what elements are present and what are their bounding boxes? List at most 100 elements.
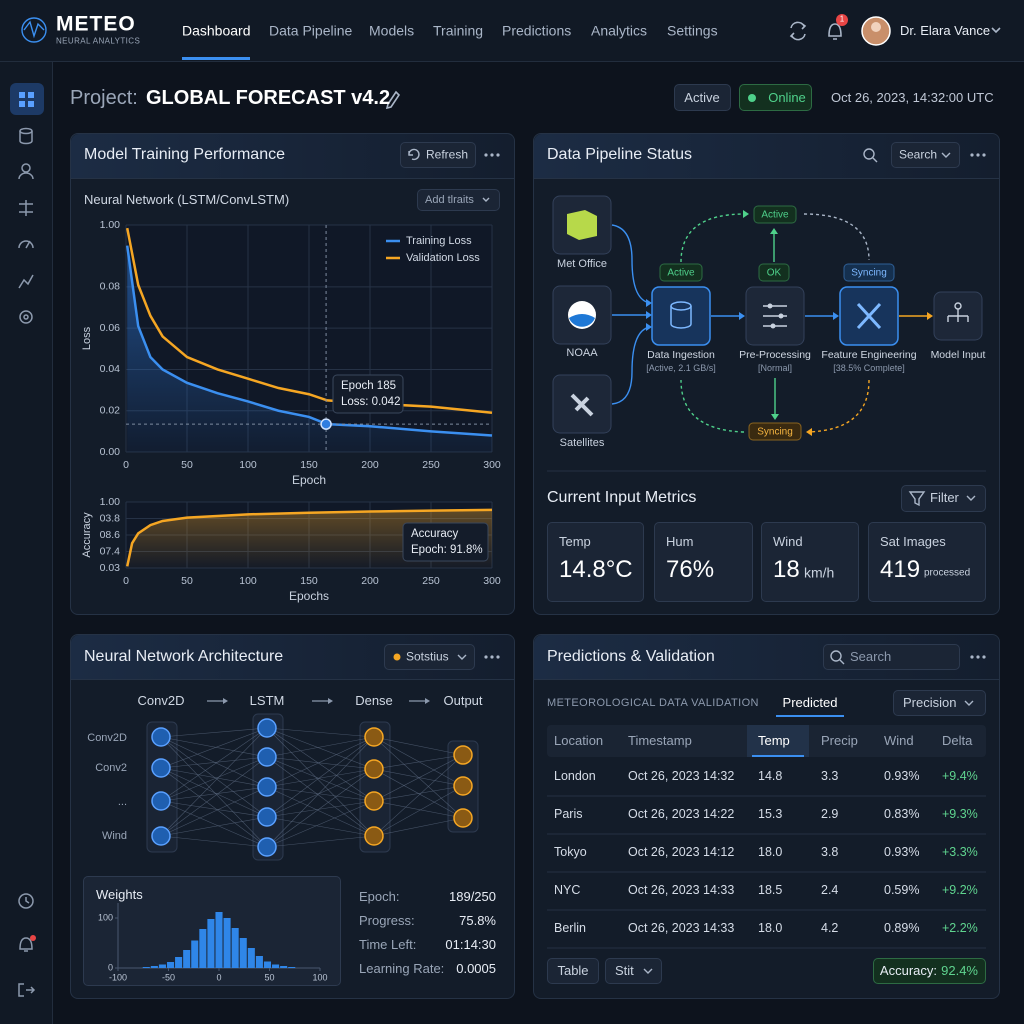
- column-header[interactable]: Temp: [758, 732, 790, 748]
- neuron: [364, 727, 384, 747]
- column-header[interactable]: Wind: [884, 732, 914, 748]
- stage-label: Data Ingestion: [647, 349, 715, 362]
- connection: [266, 800, 375, 818]
- precision-dropdown[interactable]: Precision: [903, 694, 957, 710]
- x-tick-label: 50: [264, 972, 274, 982]
- table-cell: +9.4%: [942, 769, 978, 784]
- legend-label: Validation Loss: [406, 252, 480, 264]
- stage-status: [38.5% Complete]: [833, 363, 905, 374]
- stat-value: 0.0005: [456, 960, 496, 976]
- nav-item[interactable]: Dashboard: [182, 22, 251, 39]
- sidebar-icons: [18, 92, 36, 997]
- input-label: Conv2D: [87, 731, 127, 744]
- stat-value: 75.8%: [459, 912, 496, 928]
- connection: [266, 736, 375, 848]
- x-tick-label: 250: [422, 575, 440, 587]
- nav-item[interactable]: Data Pipeline: [269, 22, 353, 39]
- user-name[interactable]: Dr. Elara Vance: [900, 22, 991, 38]
- y-axis-label: Accuracy: [81, 512, 93, 558]
- table-cell: 0.93%: [884, 769, 920, 784]
- table-cell: +2.2%: [942, 921, 978, 936]
- table-cell: 18.0: [758, 921, 783, 936]
- connection: [266, 786, 375, 837]
- table-button[interactable]: [547, 958, 599, 984]
- neuron: [453, 776, 473, 796]
- connection: [266, 727, 375, 770]
- nav-item[interactable]: Models: [369, 22, 415, 39]
- metric-label: Temp: [559, 533, 591, 549]
- status-dropdown[interactable]: Sotstius: [406, 649, 449, 664]
- filter-button[interactable]: Filter: [930, 489, 959, 505]
- connection: [373, 785, 464, 802]
- source-label: Met Office: [557, 257, 607, 270]
- avatar-face: [871, 22, 881, 32]
- sidebar-active[interactable]: [10, 83, 44, 115]
- bar: [231, 928, 239, 968]
- pipeline-links: [611, 213, 930, 433]
- nav-item[interactable]: Analytics: [591, 22, 648, 39]
- neuron: [257, 747, 277, 767]
- nav-item[interactable]: Predictions: [502, 22, 572, 39]
- neuron: [151, 758, 171, 778]
- table-cell: NYC: [554, 883, 581, 898]
- y-tick-label: 0.00: [100, 446, 121, 458]
- status-badge: Active: [761, 209, 789, 221]
- bar: [207, 919, 215, 968]
- neuron: [364, 791, 384, 811]
- tooltip-text: Accuracy: [411, 528, 459, 540]
- neuron: [364, 826, 384, 846]
- footer-button[interactable]: Stit: [615, 962, 634, 978]
- connection: [160, 736, 268, 788]
- column-header[interactable]: Timestamp: [628, 732, 692, 748]
- chart-title: Neural Network (LSTM/ConvLSTM): [84, 191, 290, 207]
- metric-unit: km/h: [804, 564, 835, 581]
- connection: [266, 756, 375, 837]
- table-cell: 2.4: [821, 883, 839, 898]
- connection: [160, 835, 268, 848]
- bar: [255, 956, 263, 968]
- search-input[interactable]: Search: [850, 648, 892, 664]
- neuron: [151, 791, 171, 811]
- table-cell: 4.2: [821, 921, 839, 936]
- refresh-button[interactable]: Refresh: [426, 147, 469, 162]
- add-traits-button[interactable]: [417, 189, 500, 211]
- column-header[interactable]: Delta: [942, 732, 973, 748]
- column-header[interactable]: Precip: [821, 732, 858, 748]
- connection: [266, 736, 375, 818]
- search-button[interactable]: Search: [899, 147, 938, 162]
- y-tick-label: 0.04: [100, 363, 121, 375]
- online-dot: [748, 94, 756, 102]
- table-cell: 18.0: [758, 845, 783, 860]
- table-cell: 0.93%: [884, 845, 920, 860]
- search-input[interactable]: [823, 644, 960, 670]
- x-tick-label: 200: [361, 575, 379, 587]
- connection: [160, 736, 268, 848]
- stit-dropdown[interactable]: [605, 958, 662, 984]
- bar: [183, 950, 191, 968]
- accuracy-value: 92.4%: [941, 962, 978, 978]
- table-cell: Berlin: [554, 921, 586, 936]
- x-tick-label: 0: [123, 575, 129, 587]
- table-separators: [547, 470, 986, 949]
- chart-button[interactable]: Add tlraits: [425, 193, 474, 206]
- bar: [166, 962, 175, 968]
- control-icons: [408, 148, 976, 974]
- table-cell: Oct 26, 2023 14:33: [628, 921, 735, 936]
- notification-badge: [836, 14, 848, 26]
- nav-item[interactable]: Settings: [667, 22, 718, 39]
- table-cell: Oct 26, 2023 14:12: [628, 845, 735, 860]
- y-tick-label: 0: [108, 962, 113, 972]
- footer-button[interactable]: Table: [557, 962, 589, 978]
- accuracy-badge: [873, 958, 986, 984]
- nav-item[interactable]: Training: [433, 22, 484, 39]
- status-badge: Online: [768, 89, 806, 105]
- column-header[interactable]: Location: [554, 732, 604, 748]
- connection: [160, 767, 268, 848]
- x-tick-label: 250: [422, 459, 440, 471]
- connection: [373, 785, 464, 837]
- bar: [150, 966, 158, 968]
- tab[interactable]: Predicted: [782, 694, 838, 710]
- y-tick-label: 0.08: [100, 281, 121, 293]
- connection: [266, 727, 375, 802]
- pipeline-badges: [659, 205, 895, 441]
